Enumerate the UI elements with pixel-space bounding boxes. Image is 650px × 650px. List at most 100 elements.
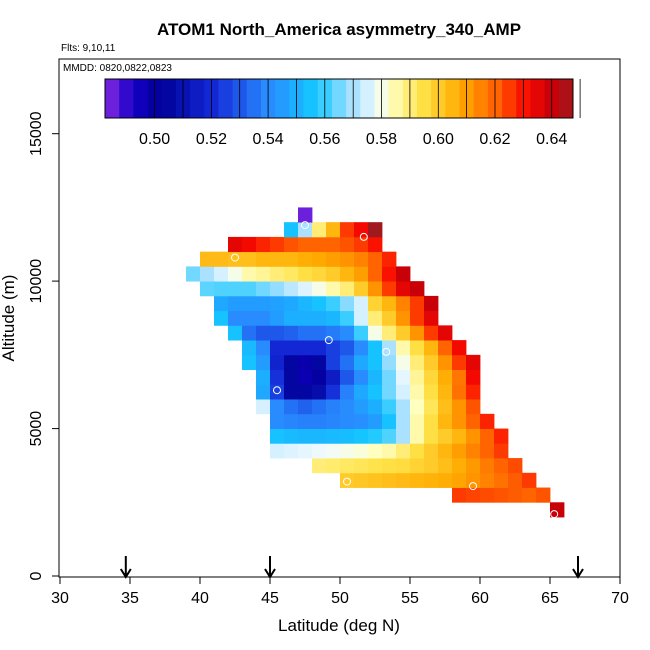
- heatmap-cell: [438, 340, 453, 356]
- heatmap-cell: [298, 325, 313, 341]
- heatmap-cell: [382, 458, 397, 474]
- colorbar: 0.50 0.52 0.54 0.56 0.58 0.60 0.62 0.64: [104, 78, 581, 148]
- heatmap-cell: [522, 487, 537, 503]
- heatmap-cell: [396, 369, 411, 385]
- heatmap-cell: [228, 295, 243, 312]
- colorbar-tick-label: 0.62: [479, 131, 510, 148]
- heatmap-cell: [452, 472, 467, 488]
- heatmap-cell: [466, 384, 481, 400]
- heatmap-cell: [256, 251, 271, 267]
- heatmap-cell: [368, 222, 383, 238]
- heatmap-cell: [284, 399, 299, 415]
- heatmap-cell: [312, 310, 327, 326]
- heatmap-cell: [340, 266, 355, 282]
- heatmap-cell: [326, 458, 341, 474]
- colorbar-swatch: [388, 79, 404, 118]
- heatmap-cell: [466, 413, 481, 429]
- heatmap-cell: [354, 428, 369, 444]
- heatmap-cell: [214, 295, 229, 312]
- heatmap-cell: [340, 369, 355, 385]
- x-axis-tick-label: 30: [51, 590, 69, 607]
- heatmap-cell: [312, 251, 327, 267]
- heatmap-cell: [340, 236, 355, 253]
- heatmap-cell: [298, 413, 313, 429]
- heatmap-cell: [368, 266, 383, 282]
- heatmap-cell: [382, 399, 397, 415]
- colorbar-swatch: [445, 79, 460, 118]
- circle-marker: [324, 336, 333, 345]
- colorbar-swatch: [360, 79, 375, 118]
- heatmap-cell: [368, 472, 383, 488]
- heatmap-cell: [452, 413, 467, 429]
- y-axis-tick-label: 15000: [28, 111, 45, 156]
- heatmap-cell: [298, 443, 313, 459]
- heatmap-cell: [410, 384, 425, 400]
- colorbar-swatch: [190, 79, 205, 118]
- heatmap-cell: [326, 295, 341, 312]
- colorbar-swatch: [558, 79, 574, 118]
- heatmap-cell: [410, 472, 425, 488]
- heatmap-cell: [270, 251, 285, 267]
- heatmap-cell: [256, 266, 271, 282]
- heatmap-cell: [382, 251, 397, 267]
- heatmap-cell: [354, 354, 369, 370]
- heatmap-cell: [368, 458, 383, 474]
- heatmap-cell: [410, 310, 425, 326]
- heatmap-cell: [326, 443, 341, 459]
- heatmap-cell: [354, 458, 369, 474]
- heatmap-cell: [256, 354, 271, 370]
- heatmap-cell: [424, 443, 439, 459]
- heatmap-cell: [410, 354, 425, 370]
- heatmap-cell: [410, 295, 425, 312]
- heatmap-cell: [284, 266, 299, 282]
- heatmap-cell: [354, 295, 369, 312]
- heatmap-cell: [368, 443, 383, 459]
- heatmap-cell: [312, 222, 327, 238]
- heatmap-cell: [326, 428, 341, 444]
- heatmap-cell: [340, 295, 355, 312]
- heatmap-cell: [382, 266, 397, 282]
- heatmap-cell: [284, 354, 299, 370]
- heatmap-cell: [256, 399, 271, 415]
- heatmap-cell: [368, 428, 383, 444]
- heatmap-cell: [466, 428, 481, 444]
- heatmap-cell: [228, 310, 243, 326]
- heatmap-cell: [368, 369, 383, 385]
- heatmap-cell: [424, 340, 439, 356]
- x-axis-tick-label: 55: [401, 590, 419, 607]
- heatmap-cell: [550, 502, 565, 518]
- heatmap-cell: [354, 340, 369, 356]
- heatmap-cell: [270, 428, 285, 444]
- heatmap-cell: [452, 354, 467, 370]
- heatmap-cell: [312, 354, 327, 370]
- heatmap-cell: [326, 399, 341, 415]
- heatmap-cell: [256, 384, 271, 400]
- dates-annotation: MMDD: 0820,0822,0823: [63, 63, 172, 74]
- heatmap-cell: [270, 236, 285, 253]
- heatmap-cell: [326, 369, 341, 385]
- heatmap-cell: [242, 340, 257, 356]
- heatmap-cell: [312, 384, 327, 400]
- heatmap-cell: [326, 281, 341, 297]
- heatmap-cell: [466, 399, 481, 415]
- heatmap-cell: [480, 458, 495, 474]
- heatmap-cell: [480, 443, 495, 459]
- chart-title: ATOM1 North_America asymmetry_340_AMP: [157, 20, 521, 39]
- heatmap-cell: [284, 325, 299, 341]
- heatmap-cell: [298, 281, 313, 297]
- heatmap-cell: [466, 369, 481, 385]
- heatmap-cell: [410, 399, 425, 415]
- heatmap-cell: [270, 354, 285, 370]
- heatmap-cell: [256, 281, 271, 297]
- heatmap-cell: [340, 443, 355, 459]
- heatmap-cell: [354, 472, 369, 488]
- heatmap-cell: [242, 325, 257, 341]
- heatmap-cell: [354, 369, 369, 385]
- heatmap-cell: [256, 340, 271, 356]
- heatmap-cell: [368, 399, 383, 415]
- heatmap-cell: [396, 325, 411, 341]
- heatmap-cell: [284, 384, 299, 400]
- heatmap-cell: [480, 487, 495, 503]
- colorbar-swatch: [502, 79, 517, 118]
- circle-marker: [550, 510, 559, 519]
